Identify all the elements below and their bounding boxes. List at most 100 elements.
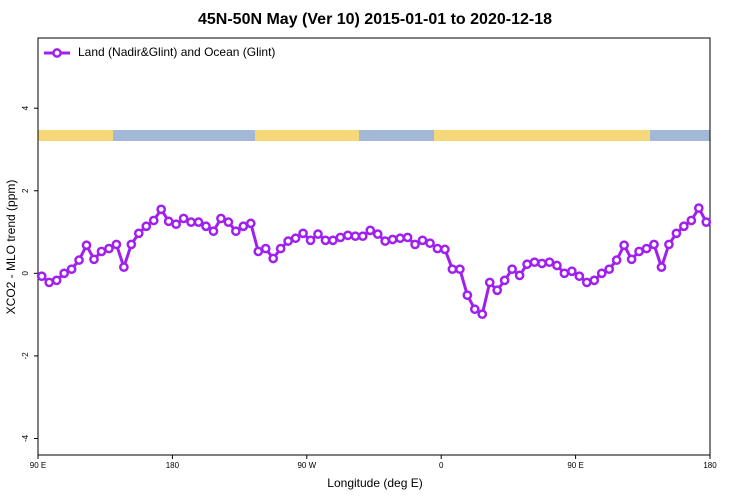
data-point (634, 246, 644, 257)
data-point (432, 243, 443, 254)
data-point (552, 260, 562, 271)
data-point (253, 246, 264, 257)
data-point (380, 236, 391, 246)
data-point (559, 268, 570, 279)
data-point (649, 239, 659, 250)
data-point (544, 257, 555, 268)
data-point (44, 277, 55, 288)
chart-title: 45N-50N May (Ver 10) 2015-01-01 to 2020-… (198, 11, 552, 28)
x-tick-label: 180 (166, 461, 180, 470)
data-point (335, 232, 346, 243)
data-point (59, 268, 69, 279)
data-point (626, 254, 637, 265)
data-point (36, 271, 47, 282)
data-point (522, 259, 532, 270)
data-point (156, 204, 167, 215)
data-point (395, 233, 405, 244)
data-point (193, 217, 204, 227)
ocean (113, 130, 255, 141)
land (434, 130, 650, 141)
data-point (305, 235, 316, 246)
data-point (231, 226, 241, 237)
plot-frame (37, 37, 711, 456)
y-tick-label: 4 (21, 105, 30, 110)
data-point (260, 243, 271, 254)
data-point (81, 240, 92, 251)
legend-label: Land (Nadir&Glint) and Ocean (Glint) (78, 45, 275, 59)
data-point (425, 238, 435, 249)
y-axis-label: XCO2 - MLO trend (ppm) (4, 180, 18, 315)
x-tick-label: 90 W (297, 461, 316, 470)
land (255, 130, 359, 141)
data-point (596, 268, 607, 279)
data-point (320, 235, 331, 246)
y-tick-label: 0 (21, 271, 30, 276)
data-point (686, 215, 697, 226)
data-point (290, 233, 301, 244)
data-point (104, 243, 114, 254)
data-point (223, 217, 234, 227)
data-point (455, 264, 465, 275)
series-line (40, 205, 708, 317)
data-point (664, 239, 674, 250)
data-point (126, 239, 137, 250)
data-point (641, 243, 652, 254)
ocean (359, 130, 434, 141)
data-point (567, 266, 577, 277)
legend-marker (52, 48, 62, 58)
data-point (96, 246, 107, 257)
data-point (74, 255, 84, 265)
data-point (328, 235, 338, 246)
data-point (163, 216, 174, 227)
data-point (245, 218, 256, 229)
data-point (365, 225, 376, 236)
data-point (298, 228, 308, 239)
data-point (514, 270, 525, 281)
map-strip (38, 130, 710, 141)
data-point (343, 230, 353, 241)
data-point (507, 264, 517, 275)
data-point (492, 285, 503, 296)
data-point (469, 304, 480, 315)
data-point (701, 217, 712, 227)
y-tick-label: 2 (21, 188, 30, 193)
data-point (574, 271, 585, 282)
data-point (447, 264, 458, 275)
data-point (440, 244, 450, 255)
data-point (581, 277, 592, 288)
data-point (350, 231, 361, 242)
data-point (604, 264, 615, 275)
data-point (693, 203, 704, 213)
data-point (656, 262, 667, 272)
data-point (462, 290, 473, 301)
data-point (178, 213, 189, 224)
ocean (650, 130, 710, 141)
data-point (499, 275, 510, 286)
data-point (148, 215, 159, 226)
data-point (529, 257, 540, 268)
data-point (537, 258, 547, 269)
data-point (89, 254, 99, 265)
data-point (119, 262, 129, 272)
x-tick-label: 0 (439, 461, 444, 470)
x-tick-label: 180 (703, 461, 717, 470)
data-point (171, 219, 181, 230)
data-point (268, 253, 279, 264)
data-point (111, 239, 122, 250)
data-point (275, 243, 286, 254)
data-point (410, 239, 420, 250)
data-point (208, 226, 219, 237)
data-point (417, 235, 428, 246)
data-point (141, 221, 152, 232)
data-point (679, 221, 689, 232)
data-point (186, 217, 196, 227)
data-point (611, 255, 622, 265)
data-point (484, 277, 495, 288)
data-point (66, 264, 77, 275)
data-point (387, 234, 398, 245)
data-point (51, 275, 62, 286)
x-tick-label: 90 E (567, 461, 583, 470)
y-tick-label: -4 (21, 434, 30, 442)
x-axis-label: Longitude (deg E) (327, 476, 422, 490)
